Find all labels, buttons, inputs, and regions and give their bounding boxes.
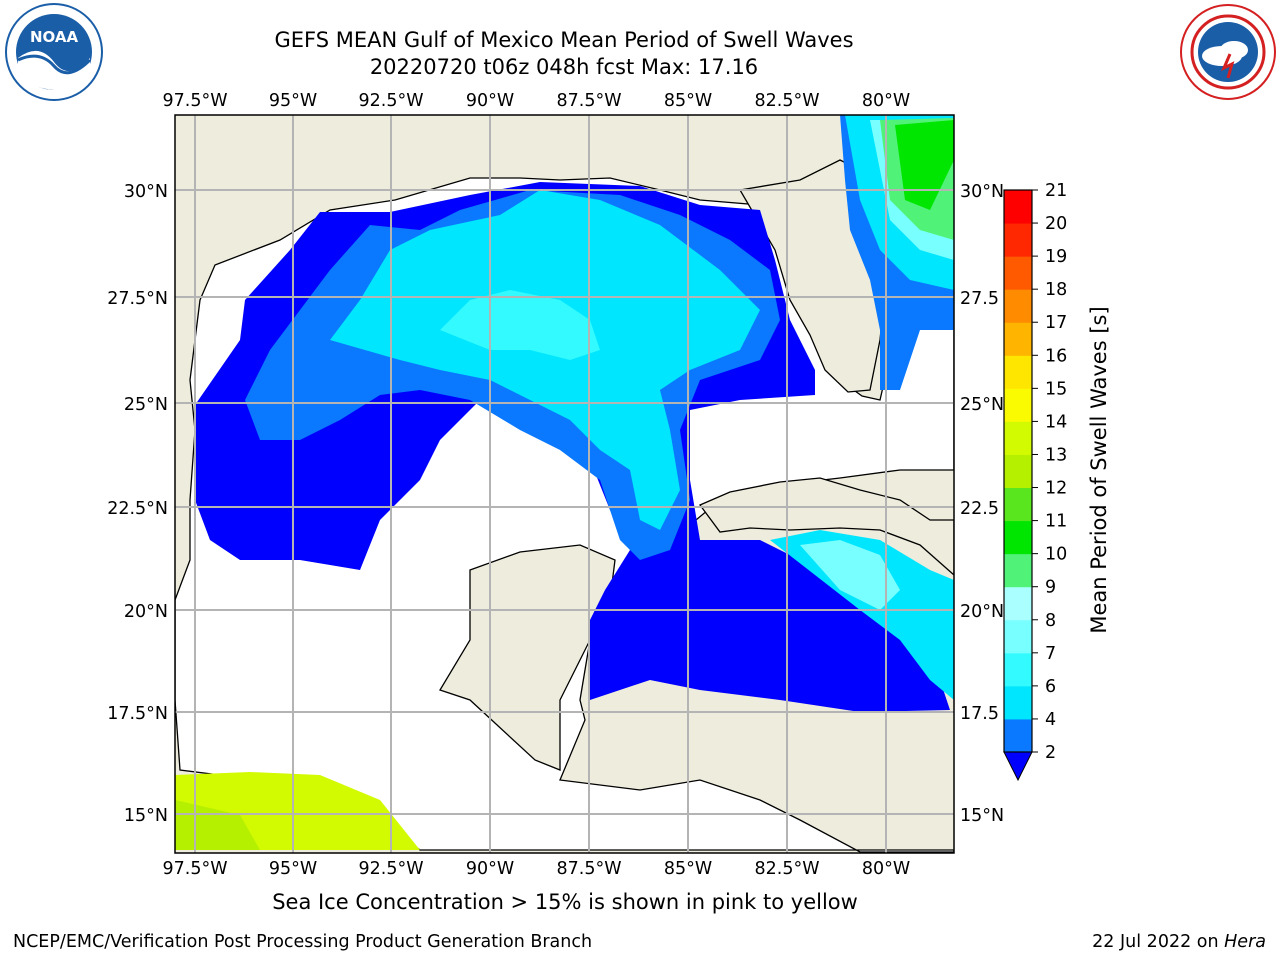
colorbar-frame: [1003, 189, 1033, 753]
footer-date: 22 Jul 2022 on Hera: [1092, 932, 1266, 952]
lat-label-left: 20°N: [124, 602, 168, 622]
noaa-logo: NOAA: [5, 3, 103, 101]
lon-label-top: 87.5°W: [556, 91, 621, 111]
lon-label-top: 92.5°W: [358, 91, 423, 111]
sea-ice-band-14s: [175, 800, 260, 850]
lon-label-top: 97.5°W: [162, 91, 227, 111]
yucatan-peninsula: [439, 544, 616, 771]
colorbar-extend-arrow: [1003, 751, 1033, 782]
lat-label-right: 20°N: [960, 602, 1004, 622]
map-title: GEFS MEAN Gulf of Mexico Mean Period of …: [274, 28, 854, 52]
colorbar-tick-label: 8: [1045, 611, 1056, 631]
swell-band-6s: [330, 190, 760, 530]
colorbar-tick-label: 19: [1045, 247, 1067, 267]
noaa-logo-text: NOAA: [30, 28, 79, 46]
swell-band-caribbean-6s: [770, 530, 954, 700]
colorbar-tick-label: 7: [1045, 644, 1056, 664]
swell-band-7s: [440, 290, 600, 360]
colorbar-segment: [1004, 487, 1032, 522]
colorbar: 2 4 6 7 8 9 10 11 12 13 14 15 16 17 18 19 20 21: [1003, 181, 1067, 782]
colorbar-tick-label: 2: [1045, 743, 1056, 763]
lon-label-top: 85°W: [664, 91, 712, 111]
lat-label-left: 22.5°N: [107, 499, 168, 519]
colorbar-tick-label: 17: [1045, 313, 1067, 333]
colorbar-tick-label: 15: [1045, 379, 1067, 399]
lon-label-bottom: 95°W: [269, 859, 317, 879]
colorbar-segment: [1004, 223, 1032, 257]
lon-label-top: 82.5°W: [754, 91, 819, 111]
colorbar-segment: [1004, 289, 1032, 323]
lat-label-left: 15°N: [124, 806, 168, 826]
lat-label-left: 17.5°N: [107, 704, 168, 724]
cuba-island: [698, 477, 954, 576]
colorbar-tick-label: 11: [1045, 512, 1067, 532]
sea-ice-caption: Sea Ice Concentration > 15% is shown in …: [272, 890, 858, 914]
map-frame: [174, 114, 955, 854]
colorbar-segment: [1004, 421, 1032, 455]
colorbar-tick-label: 21: [1045, 181, 1067, 201]
colorbar-tick-label: 20: [1045, 214, 1067, 234]
footer-date-text: 22 Jul 2022 on: [1092, 932, 1225, 952]
colorbar-label: Mean Period of Swell Waves [s]: [1087, 306, 1111, 633]
colorbar-segment: [1004, 256, 1032, 290]
lat-label-right: 22.5: [960, 499, 999, 519]
swell-band-east-11s: [895, 120, 954, 210]
lat-label-left: 25°N: [124, 395, 168, 415]
colorbar-segment: [1004, 718, 1032, 753]
lon-label-bottom: 85°W: [664, 859, 712, 879]
colorbar-tick-label: 10: [1045, 545, 1067, 565]
lon-label-bottom: 92.5°W: [358, 859, 423, 879]
colorbar-segment: [1004, 652, 1032, 687]
colorbar-segment: [1004, 619, 1032, 654]
map-field: [175, 115, 954, 853]
colorbar-segment: [1004, 322, 1032, 356]
lat-label-right: 25°N: [960, 395, 1004, 415]
national-weather-service-logo: [1180, 4, 1276, 100]
lat-lon-grid: [175, 115, 954, 853]
colorbar-tick-label: 12: [1045, 479, 1067, 499]
colorbar-segment: [1004, 355, 1032, 389]
footer-credit: NCEP/EMC/Verification Post Processing Pr…: [13, 932, 593, 952]
colorbar-tick-label: 4: [1045, 710, 1056, 730]
lon-label-bottom: 80°W: [862, 859, 910, 879]
colorbar-segment: [1004, 685, 1032, 720]
swell-band-caribbean-8s: [800, 540, 900, 610]
lon-label-top: 80°W: [862, 91, 910, 111]
colorbar-segment: [1004, 388, 1032, 422]
lon-label-bottom: 87.5°W: [556, 859, 621, 879]
map-subtitle: 20220720 t06z 048h fcst Max: 17.16: [369, 55, 759, 79]
lat-label-right: 15°N: [960, 806, 1004, 826]
swell-period-field: [175, 115, 954, 850]
lon-label-bottom: 82.5°W: [754, 859, 819, 879]
colorbar-segment: [1004, 190, 1032, 224]
colorbar-segment: [1004, 586, 1032, 621]
colorbar-tick-label: 13: [1045, 445, 1067, 465]
colorbar-tick-label: 16: [1045, 346, 1067, 366]
colorbar-tick-label: 6: [1045, 677, 1056, 697]
lat-label-left: 27.5°N: [107, 289, 168, 309]
lat-label-right: 27.5: [960, 289, 999, 309]
lat-label-right: 30°N: [960, 182, 1004, 202]
lat-label-left: 30°N: [124, 182, 168, 202]
lon-label-bottom: 97.5°W: [162, 859, 227, 879]
lon-label-top: 95°W: [269, 91, 317, 111]
lon-label-top: 90°W: [466, 91, 514, 111]
colorbar-segment: [1004, 454, 1032, 489]
colorbar-segment: [1004, 553, 1032, 588]
colorbar-tick-label: 18: [1045, 280, 1067, 300]
colorbar-segment: [1004, 520, 1032, 555]
footer-host: Hera: [1224, 932, 1266, 952]
colorbar-tick-label: 14: [1045, 412, 1067, 432]
axis-labels: 97.5°W 95°W 92.5°W 90°W 87.5°W 85°W 82.5°W 80°W…: [107, 91, 1004, 879]
colorbar-tick-label: 9: [1045, 578, 1056, 598]
lon-label-bottom: 90°W: [466, 859, 514, 879]
lat-label-right: 17.5: [960, 704, 999, 724]
